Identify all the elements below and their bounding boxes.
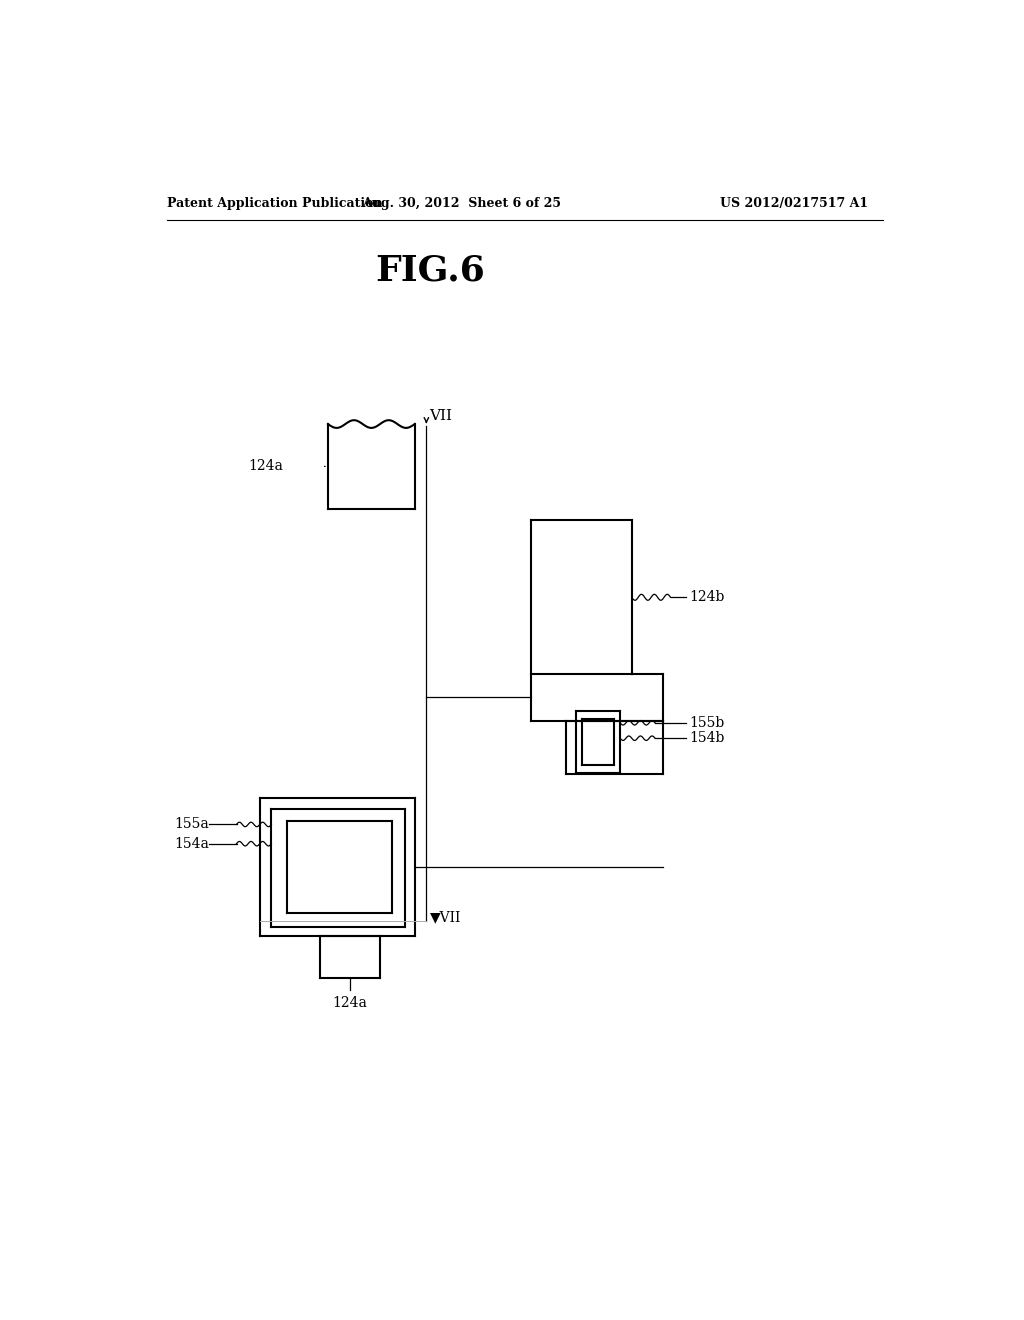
Text: Aug. 30, 2012  Sheet 6 of 25: Aug. 30, 2012 Sheet 6 of 25 — [361, 197, 561, 210]
Text: 124a: 124a — [248, 459, 283, 474]
Text: FIG.6: FIG.6 — [376, 253, 485, 286]
Text: VII: VII — [429, 409, 453, 424]
Text: US 2012/0217517 A1: US 2012/0217517 A1 — [721, 197, 868, 210]
Text: 154a: 154a — [174, 837, 209, 850]
Text: ▼VII: ▼VII — [430, 909, 462, 924]
Text: 155b: 155b — [689, 715, 724, 730]
Text: 124a: 124a — [332, 997, 367, 1010]
Text: Patent Application Publication: Patent Application Publication — [167, 197, 382, 210]
Text: 155a: 155a — [174, 817, 209, 832]
Text: 124b: 124b — [689, 590, 724, 605]
Text: 154b: 154b — [689, 731, 724, 746]
